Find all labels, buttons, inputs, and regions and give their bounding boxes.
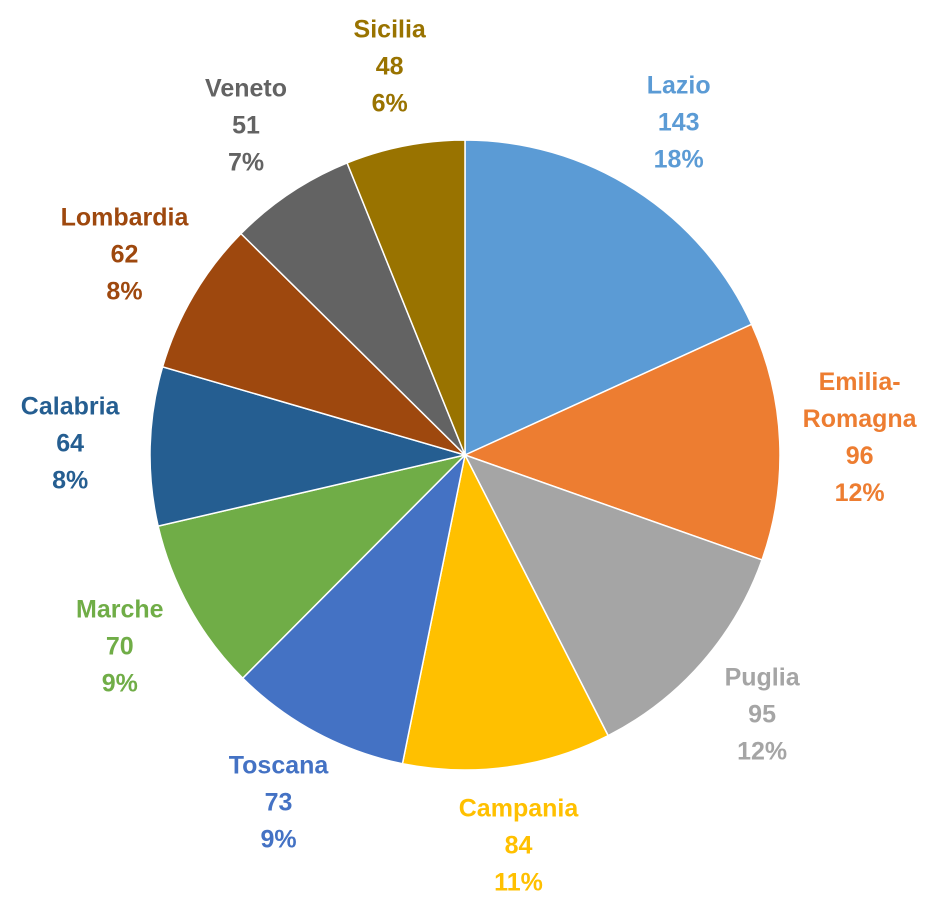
percent-label: 11% — [494, 868, 543, 897]
category-label: Lombardia — [60, 203, 189, 232]
pie-slice — [463, 453, 763, 737]
category-label: Lazio — [646, 71, 711, 100]
percent-label: 9% — [101, 669, 138, 698]
category-label: Campania — [458, 794, 579, 823]
value-label: 143 — [657, 108, 700, 137]
value-label: 48 — [375, 52, 404, 81]
percent-label: 8% — [106, 277, 143, 306]
slice-label: Lazio 143 18% — [647, 67, 711, 178]
value-label: 70 — [105, 632, 134, 661]
pie-slice — [462, 323, 781, 561]
slice-label: Sicilia 48 6% — [354, 12, 426, 123]
category-label: Emilia-Romagna — [802, 367, 917, 433]
percent-label: 8% — [52, 466, 89, 495]
value-label: 51 — [232, 111, 260, 140]
slice-label: Emilia-Romagna 96 12% — [803, 364, 917, 512]
slice-label: Puglia 95 12% — [725, 660, 800, 771]
percent-label: 9% — [260, 825, 297, 854]
slice-label: Calabria 64 8% — [21, 388, 120, 499]
pie-slice — [401, 452, 610, 771]
pie-slice — [161, 232, 466, 456]
pie-slice — [346, 139, 466, 456]
category-label: Toscana — [228, 751, 329, 780]
value-label: 73 — [264, 788, 293, 817]
category-label: Marche — [76, 595, 164, 624]
pie-slice — [149, 365, 468, 528]
value-label: 96 — [845, 441, 874, 470]
slice-label: Lombardia 62 8% — [61, 199, 189, 310]
value-label: 95 — [748, 700, 776, 729]
category-label: Calabria — [20, 392, 120, 421]
pie-slice — [241, 452, 467, 765]
slice-label: Veneto 51 7% — [205, 71, 287, 182]
value-label: 64 — [56, 429, 85, 458]
percent-label: 12% — [737, 737, 788, 766]
pie-slice — [464, 139, 753, 457]
percent-label: 12% — [834, 478, 885, 507]
value-label: 84 — [504, 831, 533, 860]
category-label: Veneto — [205, 74, 288, 103]
slice-label: Toscana 73 9% — [229, 748, 329, 859]
pie-slice — [157, 453, 468, 680]
percent-label: 7% — [227, 148, 265, 177]
percent-label: 6% — [371, 89, 408, 118]
value-label: 62 — [110, 240, 139, 269]
slice-label: Marche 70 9% — [76, 592, 164, 703]
slice-label: Campania 84 11% — [459, 791, 578, 902]
percent-label: 18% — [653, 145, 704, 174]
pie-slice — [239, 161, 466, 456]
category-label: Puglia — [724, 663, 800, 692]
category-label: Sicilia — [353, 15, 426, 44]
